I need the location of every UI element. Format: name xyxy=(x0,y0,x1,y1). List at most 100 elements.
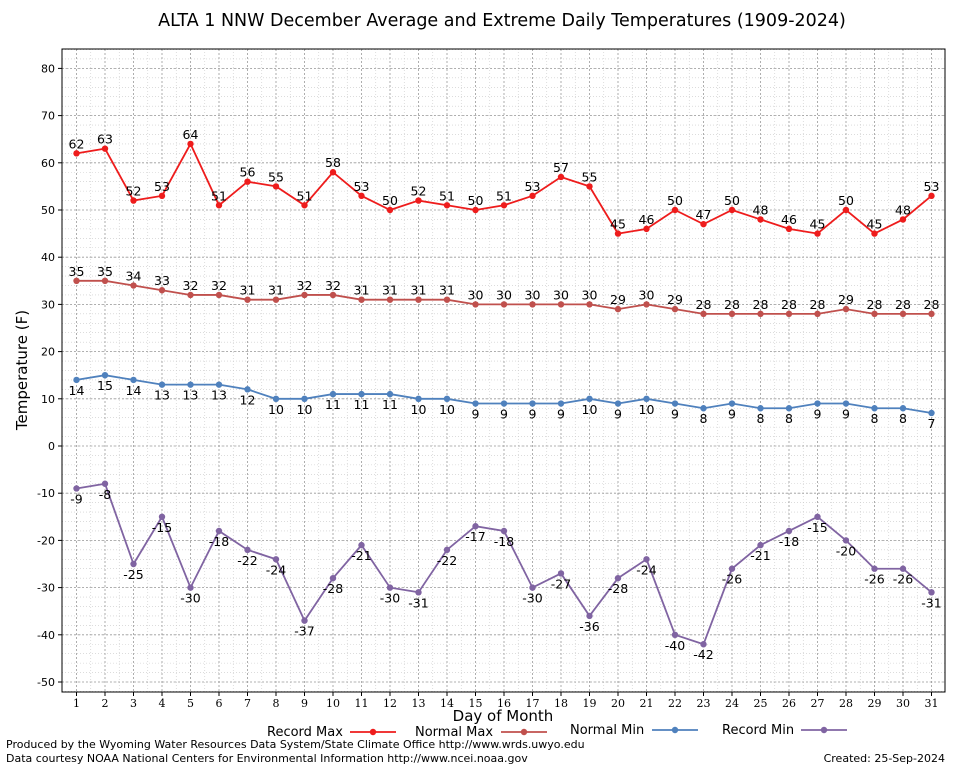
normal-min-point xyxy=(187,381,194,388)
normal-min-data-label: 14 xyxy=(69,383,85,398)
normal-min-point xyxy=(358,390,365,398)
record-max-data-label: 47 xyxy=(696,207,712,222)
normal-min-data-label: 10 xyxy=(297,402,313,417)
normal-max-point xyxy=(101,277,109,284)
x-tick-label: 28 xyxy=(839,697,853,710)
record-max-data-label: 58 xyxy=(325,155,341,170)
record-max-point xyxy=(643,225,650,233)
record-min-data-label: -24 xyxy=(266,562,286,577)
record-min-point xyxy=(472,523,479,530)
record-min-data-label: -28 xyxy=(608,581,628,596)
normal-max-data-label: 33 xyxy=(154,273,170,288)
record-max-point xyxy=(814,230,821,237)
normal-min-point xyxy=(386,390,394,398)
record-min-point xyxy=(899,565,907,572)
credit-created: Created: 25-Sep-2024 xyxy=(824,752,945,765)
x-tick-label: 20 xyxy=(611,697,625,710)
normal-max-point xyxy=(244,296,251,303)
record-min-data-label: -18 xyxy=(209,534,229,549)
normal-min-point xyxy=(443,395,451,402)
record-min-data-label: -18 xyxy=(779,534,799,549)
record-min-data-label: -21 xyxy=(351,548,371,563)
normal-min-data-label: 9 xyxy=(500,407,508,422)
normal-min-point xyxy=(529,400,536,407)
x-tick-label: 6 xyxy=(216,697,223,710)
record-min-point xyxy=(358,541,365,549)
record-min-data-label: -17 xyxy=(465,529,485,544)
normal-max-data-label: 29 xyxy=(667,292,683,307)
normal-max-point xyxy=(614,305,622,313)
credit-produced-by: Produced by the Wyoming Water Resources … xyxy=(6,738,585,751)
normal-max-point xyxy=(130,282,137,289)
record-max-data-label: 62 xyxy=(69,136,85,151)
record-max-data-label: 56 xyxy=(240,165,256,180)
normal-max-data-label: 30 xyxy=(553,287,569,302)
normal-max-data-label: 30 xyxy=(582,287,598,302)
legend-label-normal-max: Normal Max xyxy=(415,725,493,740)
record-max-data-label: 50 xyxy=(468,193,484,208)
normal-min-data-label: 9 xyxy=(842,407,850,422)
normal-max-point xyxy=(358,296,365,303)
record-min-point xyxy=(614,574,622,582)
normal-max-data-label: 28 xyxy=(924,297,940,312)
record-max-point xyxy=(928,192,935,200)
record-min-point xyxy=(557,570,565,577)
record-min-point xyxy=(757,541,764,549)
record-max-data-label: 53 xyxy=(924,179,940,194)
record-min-data-label: -9 xyxy=(70,491,83,506)
record-max-data-label: 64 xyxy=(183,127,199,142)
record-max-point xyxy=(415,197,422,204)
record-max-data-label: 51 xyxy=(439,188,455,203)
record-max-point xyxy=(842,206,850,214)
normal-min-point xyxy=(215,381,223,388)
normal-max-data-label: 28 xyxy=(696,297,712,312)
normal-min-data-label: 9 xyxy=(614,407,622,422)
normal-max-point xyxy=(814,310,821,318)
x-tick-label: 13 xyxy=(412,697,426,710)
record-max-point xyxy=(215,202,223,209)
normal-min-data-label: 13 xyxy=(183,388,199,403)
record-min-data-label: -26 xyxy=(893,572,913,587)
normal-min-point xyxy=(785,405,793,412)
record-min-point xyxy=(842,537,850,544)
record-min-point xyxy=(386,584,394,591)
record-max-point xyxy=(671,206,679,214)
normal-min-point xyxy=(586,395,593,402)
normal-max-data-label: 31 xyxy=(354,283,370,298)
record-min-data-label: -40 xyxy=(665,638,685,653)
normal-min-point xyxy=(614,400,622,407)
record-min-point xyxy=(700,641,707,648)
record-min-data-label: -8 xyxy=(99,487,112,502)
normal-max-data-label: 28 xyxy=(895,297,911,312)
normal-min-point xyxy=(899,405,907,412)
normal-min-data-label: 8 xyxy=(785,411,793,426)
record-min-point xyxy=(443,546,451,554)
record-min-point xyxy=(158,513,166,520)
normal-max-point xyxy=(728,310,736,318)
y-tick-label: 40 xyxy=(41,251,55,264)
record-min-data-label: -31 xyxy=(921,595,941,610)
record-max-point xyxy=(386,206,394,214)
data-labels: 62 63 52 53 64 51 56 55 51 58 53 50 52 51 50 51 53 57 55 45… xyxy=(69,127,942,662)
normal-max-point xyxy=(272,296,280,303)
normal-max-data-label: 31 xyxy=(439,283,455,298)
x-tick-label: 18 xyxy=(554,697,568,710)
normal-min-point xyxy=(814,400,821,407)
record-min-data-label: -27 xyxy=(551,576,571,591)
normal-max-point xyxy=(386,296,394,303)
x-tick-label: 8 xyxy=(273,697,280,710)
normal-min-point xyxy=(700,405,707,412)
record-min-point xyxy=(301,617,308,624)
normal-max-data-label: 29 xyxy=(838,292,854,307)
x-tick-label: 23 xyxy=(697,697,711,710)
record-min-point xyxy=(529,584,536,591)
record-max-point xyxy=(329,169,337,176)
record-max-data-label: 45 xyxy=(810,217,826,232)
record-min-data-label: -37 xyxy=(294,624,314,639)
normal-min-point xyxy=(757,405,764,412)
legend-marker-record-min xyxy=(820,726,828,734)
y-tick-label: 20 xyxy=(41,346,55,359)
normal-max-data-label: 34 xyxy=(126,269,142,284)
normal-min-data-label: 10 xyxy=(411,402,427,417)
record-max-point xyxy=(73,150,80,157)
